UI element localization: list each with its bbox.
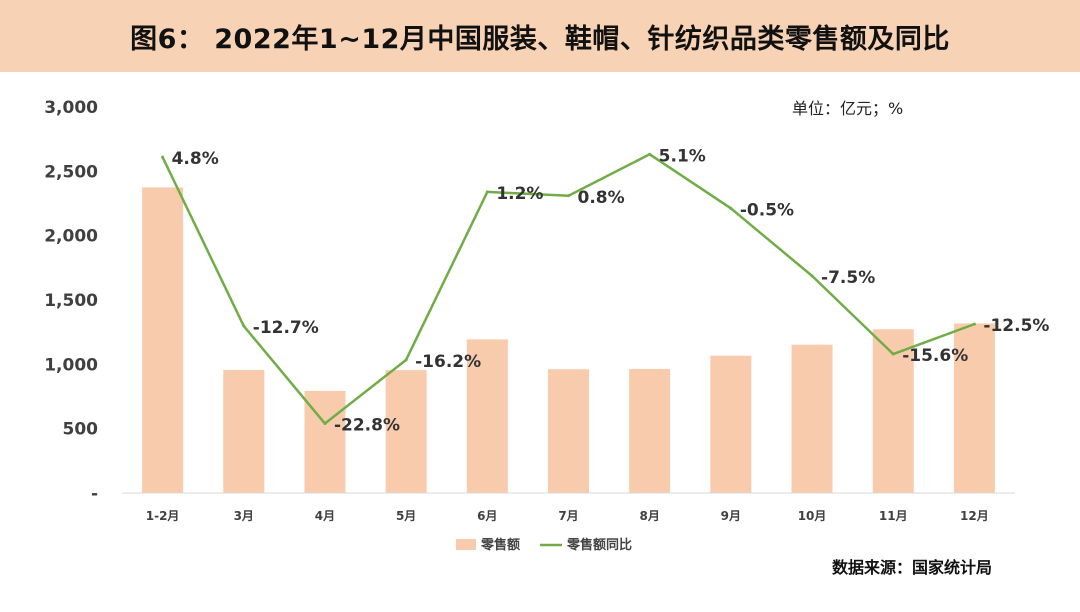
- line-data-labels: 4.8% -12.7% -22.8% -16.2% 1.2% 0.8% 5.1% -0.5% -…: [172, 146, 1050, 435]
- chart-area: - 500 1,000 1,500 2,000 2,500 3,000 1-2月 3月 4月 5月…: [0, 72, 1080, 608]
- x-tick-label: 4月: [315, 509, 335, 523]
- line-data-label: 1.2%: [496, 184, 543, 204]
- line-data-label: -12.5%: [983, 316, 1049, 336]
- line-data-label: 5.1%: [659, 146, 706, 166]
- y-tick-label: -: [91, 484, 98, 504]
- x-tick-label: 6月: [477, 509, 497, 523]
- unit-label: 单位：亿元；%: [792, 99, 903, 118]
- bar: [872, 329, 914, 493]
- legend: 零售额 零售额同比: [456, 537, 632, 553]
- chart-title: 图6： 2022年1~12月中国服装、鞋帽、针纺织品类零售额及同比: [130, 23, 950, 55]
- source-note: 数据来源：国家统计局: [831, 558, 992, 577]
- bar: [142, 187, 184, 493]
- line-data-label: -7.5%: [821, 268, 875, 288]
- legend-bar-label: 零售额: [480, 537, 520, 553]
- x-tick-label: 3月: [234, 509, 254, 523]
- y-tick-label: 3,000: [44, 98, 98, 118]
- x-axis: 1-2月 3月 4月 5月 6月 7月 8月 9月 10月 11月 12月: [146, 509, 989, 523]
- line-point: [648, 152, 652, 156]
- legend-bar-swatch: [456, 539, 476, 550]
- title-bar: 图6： 2022年1~12月中国服装、鞋帽、针纺织品类零售额及同比: [0, 0, 1080, 72]
- y-axis: - 500 1,000 1,500 2,000 2,500 3,000: [44, 98, 98, 504]
- x-tick-label: 11月: [879, 509, 908, 523]
- bar: [629, 368, 671, 493]
- bar: [385, 370, 427, 493]
- legend-line-label: 零售额同比: [566, 537, 632, 553]
- line-point: [729, 206, 733, 210]
- y-tick-label: 1,500: [44, 291, 98, 311]
- y-tick-label: 1,000: [44, 355, 98, 375]
- y-tick-label: 2,000: [44, 227, 98, 247]
- line-data-label: -16.2%: [415, 352, 481, 372]
- bar: [466, 339, 508, 493]
- line-data-label: -12.7%: [253, 318, 319, 338]
- bar: [548, 369, 589, 493]
- x-tick-label: 1-2月: [146, 509, 180, 523]
- x-tick-label: 10月: [798, 509, 827, 523]
- bar: [791, 344, 833, 493]
- line-data-label: -15.6%: [902, 346, 968, 366]
- bar: [223, 369, 265, 493]
- line-point: [485, 190, 489, 194]
- line-point: [242, 324, 246, 328]
- line-point: [972, 322, 976, 326]
- x-tick-label: 5月: [396, 509, 416, 523]
- line-data-label: 4.8%: [172, 149, 219, 169]
- bar-series: [142, 187, 995, 493]
- line-point: [161, 155, 165, 159]
- x-tick-label: 12月: [960, 509, 989, 523]
- bar: [710, 355, 752, 493]
- x-tick-label: 7月: [558, 509, 578, 523]
- x-tick-label: 9月: [721, 509, 741, 523]
- line-point: [810, 274, 814, 278]
- line-point: [567, 194, 570, 198]
- line-series: [161, 152, 976, 426]
- x-tick-label: 8月: [640, 509, 660, 523]
- y-tick-label: 500: [63, 420, 99, 440]
- bar: [953, 323, 995, 493]
- y-tick-label: 2,500: [44, 162, 98, 182]
- line-data-label: 0.8%: [578, 188, 625, 208]
- line-point: [323, 422, 327, 426]
- line-data-label: -22.8%: [334, 416, 400, 436]
- line-point: [891, 352, 895, 356]
- line-point: [404, 358, 408, 362]
- line-data-label: -0.5%: [740, 200, 794, 220]
- chart-svg: - 500 1,000 1,500 2,000 2,500 3,000 1-2月 3月 4月 5月…: [44, 98, 1050, 553]
